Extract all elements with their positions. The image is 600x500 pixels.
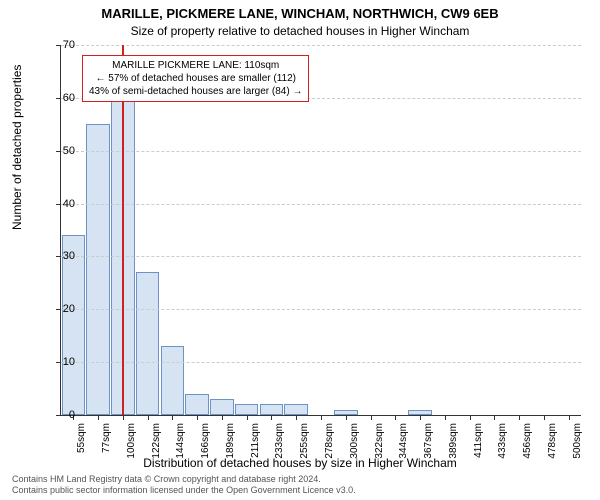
annotation-line-1: MARILLE PICKMERE LANE: 110sqm [89,59,302,72]
annotation-line-2: ← 57% of detached houses are smaller (11… [89,72,302,85]
xtick-mark [519,415,520,420]
xtick-label: 55sqm [76,423,87,453]
bar [284,404,308,415]
xtick-mark [569,415,570,420]
footer-attribution: Contains HM Land Registry data © Crown c… [12,474,356,497]
bar [185,394,209,415]
xtick-mark [271,415,272,420]
xtick-mark [544,415,545,420]
xtick-label: 211sqm [250,423,261,458]
ytick-label: 50 [45,145,75,157]
xtick-mark [247,415,248,420]
chart-subtitle: Size of property relative to detached ho… [0,24,600,38]
ytick-label: 40 [45,198,75,210]
annotation-box: MARILLE PICKMERE LANE: 110sqm← 57% of de… [82,55,309,102]
bar [260,404,284,415]
gridline [61,151,581,152]
bar [210,399,234,415]
gridline [61,204,581,205]
bar [136,272,160,415]
xtick-mark [222,415,223,420]
xtick-label: 77sqm [101,423,112,453]
annotation-line-3: 43% of semi-detached houses are larger (… [89,85,302,98]
gridline [61,45,581,46]
xtick-mark [148,415,149,420]
xtick-mark [123,415,124,420]
ytick-label: 70 [45,39,75,51]
gridline [61,362,581,363]
xtick-label: 367sqm [423,423,434,459]
xtick-label: 233sqm [274,423,285,459]
xtick-label: 344sqm [398,423,409,459]
xtick-mark [296,415,297,420]
xtick-mark [395,415,396,420]
footer-line-1: Contains HM Land Registry data © Crown c… [12,474,356,485]
xtick-mark [420,415,421,420]
ytick-label: 60 [45,92,75,104]
bar [235,404,259,415]
xtick-mark [172,415,173,420]
xtick-label: 456sqm [522,423,533,459]
xtick-label: 144sqm [175,423,186,459]
ytick-label: 20 [45,303,75,315]
gridline [61,256,581,257]
ytick-label: 0 [45,409,75,421]
xtick-mark [371,415,372,420]
xtick-mark [494,415,495,420]
xtick-label: 322sqm [374,423,385,459]
xtick-mark [346,415,347,420]
xtick-mark [98,415,99,420]
gridline [61,309,581,310]
ytick-label: 10 [45,356,75,368]
y-axis-label: Number of detached properties [10,65,24,230]
xtick-label: 100sqm [126,423,137,459]
xtick-mark [321,415,322,420]
xtick-label: 300sqm [349,423,360,459]
xtick-label: 411sqm [473,423,484,458]
bar [161,346,185,415]
ytick-label: 30 [45,250,75,262]
xtick-label: 189sqm [225,423,236,459]
bar [86,124,110,415]
xtick-label: 500sqm [572,423,583,459]
xtick-mark [445,415,446,420]
xtick-mark [197,415,198,420]
xtick-mark [470,415,471,420]
chart-title: MARILLE, PICKMERE LANE, WINCHAM, NORTHWI… [0,6,600,21]
xtick-label: 478sqm [547,423,558,459]
chart-container: MARILLE, PICKMERE LANE, WINCHAM, NORTHWI… [0,0,600,500]
xtick-label: 122sqm [151,423,162,459]
xtick-label: 278sqm [324,423,335,459]
xtick-label: 433sqm [497,423,508,459]
xtick-label: 255sqm [299,423,310,459]
xtick-label: 166sqm [200,423,211,459]
footer-line-2: Contains public sector information licen… [12,485,356,496]
xtick-label: 389sqm [448,423,459,459]
